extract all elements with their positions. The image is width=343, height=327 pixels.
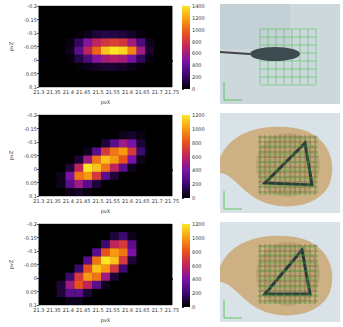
- svg-text:21.5: 21.5: [92, 89, 103, 95]
- svg-text:21.55: 21.55: [106, 89, 120, 95]
- svg-text:21.3: 21.3: [33, 307, 44, 313]
- svg-text:1000: 1000: [192, 27, 205, 33]
- svg-text:21.7: 21.7: [152, 198, 163, 204]
- svg-text:pvZ: pvZ: [8, 41, 15, 51]
- svg-text:1400: 1400: [192, 3, 205, 9]
- svg-text:0: 0: [192, 304, 195, 310]
- svg-text:1200: 1200: [192, 221, 205, 227]
- svg-text:21.45: 21.45: [76, 307, 90, 313]
- svg-text:-0.15: -0.15: [24, 126, 37, 132]
- svg-text:200: 200: [192, 290, 202, 296]
- svg-text:400: 400: [192, 276, 202, 282]
- svg-text:-0.05: -0.05: [24, 262, 37, 268]
- svg-text:400: 400: [192, 167, 202, 173]
- svg-text:21.65: 21.65: [135, 307, 149, 313]
- svg-text:0.05: 0.05: [26, 71, 37, 77]
- svg-text:21.4: 21.4: [63, 198, 74, 204]
- svg-text:-0.2: -0.2: [27, 221, 37, 227]
- svg-text:0: 0: [192, 195, 195, 201]
- svg-text:21.45: 21.45: [76, 198, 90, 204]
- svg-text:-0.15: -0.15: [24, 235, 37, 241]
- svg-text:1000: 1000: [192, 126, 205, 132]
- svg-text:0.1: 0.1: [28, 193, 37, 200]
- svg-text:21.35: 21.35: [46, 307, 60, 313]
- svg-text:21.75: 21.75: [165, 89, 179, 95]
- svg-text:21.35: 21.35: [46, 89, 60, 95]
- svg-text:21.35: 21.35: [46, 198, 60, 204]
- svg-text:0: 0: [192, 86, 195, 92]
- svg-text:-0.1: -0.1: [27, 30, 37, 36]
- svg-text:21.75: 21.75: [165, 307, 179, 313]
- svg-text:800: 800: [192, 249, 202, 255]
- svg-text:21.55: 21.55: [106, 198, 120, 204]
- svg-text:21.4: 21.4: [63, 307, 74, 313]
- svg-text:-0.05: -0.05: [24, 153, 37, 159]
- svg-text:21.6: 21.6: [122, 198, 133, 204]
- svg-text:pvX: pvX: [101, 317, 111, 324]
- svg-text:1200: 1200: [192, 15, 205, 21]
- svg-text:800: 800: [192, 140, 202, 146]
- svg-text:600: 600: [192, 263, 202, 269]
- svg-text:21.45: 21.45: [76, 89, 90, 95]
- svg-text:21.55: 21.55: [106, 307, 120, 313]
- svg-text:21.65: 21.65: [135, 89, 149, 95]
- svg-text:0: 0: [34, 275, 37, 281]
- svg-text:200: 200: [192, 74, 202, 80]
- svg-text:200: 200: [192, 181, 202, 187]
- svg-text:-0.1: -0.1: [27, 139, 37, 145]
- svg-text:800: 800: [192, 39, 202, 45]
- svg-text:0.05: 0.05: [26, 289, 37, 295]
- svg-text:0.1: 0.1: [28, 84, 37, 91]
- svg-text:21.6: 21.6: [122, 307, 133, 313]
- svg-text:pvZ: pvZ: [8, 259, 15, 269]
- svg-text:21.5: 21.5: [92, 307, 103, 313]
- svg-text:0: 0: [34, 166, 37, 172]
- svg-text:21.75: 21.75: [165, 198, 179, 204]
- svg-text:-0.1: -0.1: [27, 248, 37, 254]
- svg-text:600: 600: [192, 154, 202, 160]
- svg-text:pvX: pvX: [101, 99, 111, 106]
- svg-text:21.4: 21.4: [63, 89, 74, 95]
- svg-text:21.7: 21.7: [152, 307, 163, 313]
- svg-text:0: 0: [34, 57, 37, 63]
- svg-text:-0.05: -0.05: [24, 44, 37, 50]
- svg-text:pvX: pvX: [101, 208, 111, 215]
- svg-text:pvZ: pvZ: [8, 150, 15, 160]
- svg-text:-0.15: -0.15: [24, 17, 37, 23]
- svg-text:21.7: 21.7: [152, 89, 163, 95]
- svg-text:21.3: 21.3: [33, 198, 44, 204]
- svg-text:-0.2: -0.2: [27, 112, 37, 118]
- svg-text:1000: 1000: [192, 235, 205, 241]
- svg-text:600: 600: [192, 50, 202, 56]
- svg-text:21.5: 21.5: [92, 198, 103, 204]
- svg-text:21.65: 21.65: [135, 198, 149, 204]
- svg-text:21.6: 21.6: [122, 89, 133, 95]
- svg-text:1200: 1200: [192, 112, 205, 118]
- svg-text:0.1: 0.1: [28, 302, 37, 309]
- svg-text:-0.2: -0.2: [27, 3, 37, 9]
- svg-text:0.05: 0.05: [26, 180, 37, 186]
- svg-text:400: 400: [192, 62, 202, 68]
- svg-text:21.3: 21.3: [33, 89, 44, 95]
